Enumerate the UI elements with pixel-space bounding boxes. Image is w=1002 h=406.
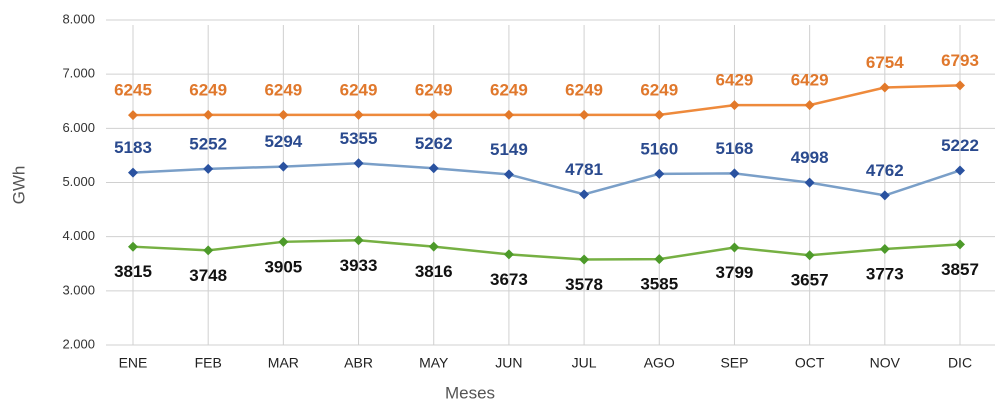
data-label: 3933 xyxy=(340,256,378,275)
marker xyxy=(203,245,214,256)
x-tick-label: SEP xyxy=(720,355,748,371)
marker xyxy=(278,236,289,247)
x-tick-label: MAY xyxy=(419,355,449,371)
marker xyxy=(128,167,138,178)
data-label: 6249 xyxy=(490,80,528,99)
marker xyxy=(804,100,815,111)
data-label: 6249 xyxy=(340,80,378,99)
marker xyxy=(579,189,590,200)
data-label: 5294 xyxy=(264,132,302,151)
data-label: 3748 xyxy=(189,266,227,285)
x-tick-label: NOV xyxy=(870,355,901,371)
data-label: 4781 xyxy=(565,160,603,179)
data-label: 6793 xyxy=(941,51,979,70)
data-label: 3799 xyxy=(716,263,754,282)
data-label: 3585 xyxy=(640,275,678,294)
y-tick-label: 4.000 xyxy=(62,228,95,243)
x-tick-label: AGO xyxy=(644,355,675,371)
marker xyxy=(579,254,590,265)
y-tick-label: 7.000 xyxy=(62,66,95,81)
data-label: 5252 xyxy=(189,134,227,153)
x-tick-label: OCT xyxy=(795,355,825,371)
marker xyxy=(503,249,514,260)
data-label: 3905 xyxy=(264,257,302,276)
data-label: 3773 xyxy=(866,264,904,283)
marker xyxy=(503,169,514,180)
series-line xyxy=(132,162,961,197)
marker xyxy=(353,109,364,120)
y-tick-label: 3.000 xyxy=(62,282,95,297)
marker xyxy=(879,82,890,93)
marker xyxy=(128,110,138,121)
data-label: 5222 xyxy=(941,136,979,155)
data-label: 5149 xyxy=(490,140,528,159)
marker xyxy=(353,235,364,246)
x-tick-label: JUN xyxy=(495,355,522,371)
data-label: 5355 xyxy=(340,129,378,148)
data-label: 3673 xyxy=(490,270,528,289)
data-label: 6249 xyxy=(415,80,453,99)
data-label: 5262 xyxy=(415,134,453,153)
x-tick-label: ABR xyxy=(344,355,373,371)
x-tick-label: FEB xyxy=(195,355,222,371)
data-label: 3815 xyxy=(114,262,152,281)
y-axis-title: GWh xyxy=(9,166,28,205)
data-label: 3657 xyxy=(791,271,829,290)
data-label: 4762 xyxy=(866,161,904,180)
marker xyxy=(203,163,214,174)
x-axis-title: Meses xyxy=(445,383,495,402)
marker xyxy=(128,241,138,252)
x-tick-label: JUL xyxy=(572,355,597,371)
marker xyxy=(278,109,289,120)
marker xyxy=(428,241,439,252)
series-line xyxy=(132,84,961,117)
marker xyxy=(955,239,965,250)
marker xyxy=(955,80,965,91)
marker xyxy=(804,177,815,188)
marker xyxy=(879,243,890,254)
y-tick-label: 5.000 xyxy=(62,174,95,189)
data-label: 6249 xyxy=(640,80,678,99)
y-tick-label: 8.000 xyxy=(62,11,95,26)
marker xyxy=(203,109,214,120)
marker xyxy=(955,165,965,176)
x-tick-label: ENE xyxy=(119,355,148,371)
data-label: 6429 xyxy=(716,71,754,90)
marker xyxy=(428,163,439,174)
marker xyxy=(654,254,665,265)
y-tick-label: 6.000 xyxy=(62,120,95,135)
data-label: 6754 xyxy=(866,53,904,72)
data-label: 5183 xyxy=(114,138,152,157)
marker xyxy=(278,161,289,172)
marker xyxy=(353,158,364,169)
marker xyxy=(879,190,890,201)
data-label: 4998 xyxy=(791,148,829,167)
series-line xyxy=(132,239,961,261)
marker xyxy=(729,100,740,111)
data-label: 6245 xyxy=(114,81,152,100)
marker xyxy=(804,250,815,261)
data-label: 3578 xyxy=(565,275,603,294)
x-tick-label: MAR xyxy=(268,355,299,371)
data-label: 6429 xyxy=(791,71,829,90)
data-label: 3816 xyxy=(415,262,453,281)
data-label: 6249 xyxy=(189,80,227,99)
marker xyxy=(654,168,665,179)
x-tick-label: DIC xyxy=(948,355,972,371)
y-tick-label: 2.000 xyxy=(62,336,95,351)
marker xyxy=(654,109,665,120)
data-label: 5168 xyxy=(716,139,754,158)
marker xyxy=(428,109,439,120)
data-label: 6249 xyxy=(264,80,302,99)
data-label: 5160 xyxy=(640,139,678,158)
data-label: 3857 xyxy=(941,260,979,279)
marker xyxy=(503,109,514,120)
data-label: 6249 xyxy=(565,80,603,99)
marker xyxy=(729,168,740,179)
marker xyxy=(729,242,740,253)
marker xyxy=(579,109,590,120)
